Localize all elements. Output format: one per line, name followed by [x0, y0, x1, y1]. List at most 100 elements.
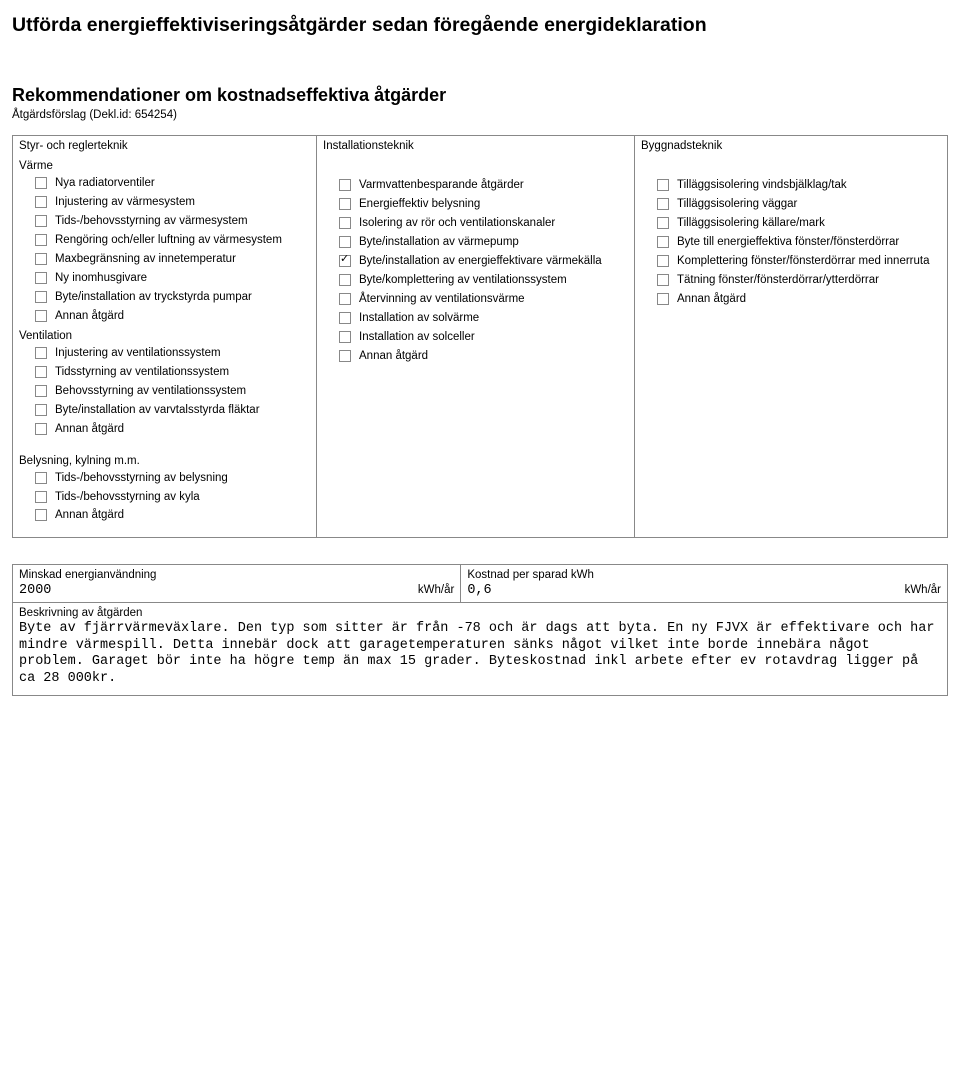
group-varme-items: Nya radiatorventilerInjustering av värme… — [19, 176, 310, 324]
checkbox[interactable] — [657, 179, 669, 191]
checkbox-label: Maxbegränsning av innetemperatur — [55, 252, 236, 267]
checkbox-label: Annan åtgärd — [677, 292, 746, 307]
checkbox[interactable] — [35, 385, 47, 397]
group-heading-varme: Värme — [19, 160, 310, 172]
bottom-summary-box: Minskad energianvändning 2000 kWh/år Kos… — [12, 564, 948, 696]
checkbox-label: Annan åtgärd — [359, 349, 428, 364]
checkbox[interactable] — [339, 179, 351, 191]
checkbox[interactable] — [657, 293, 669, 305]
checkbox[interactable] — [657, 255, 669, 267]
checkbox-item: Byte till energieffektiva fönster/fönste… — [641, 235, 941, 250]
checkbox-label: Ny inomhusgivare — [55, 271, 147, 286]
checkbox-item: Byte/installation av tryckstyrda pumpar — [19, 290, 310, 305]
checkbox-label: Byte/installation av varvtalsstyrda fläk… — [55, 403, 260, 418]
checkbox-item: Varmvattenbesparande åtgärder — [323, 178, 628, 193]
checkbox-item: Tids-/behovsstyrning av kyla — [19, 490, 310, 505]
cell-label: Minskad energianvändning — [19, 569, 454, 581]
checkbox-item: Byte/installation av varvtalsstyrda fläk… — [19, 403, 310, 418]
checkbox[interactable] — [339, 255, 351, 267]
checkbox-item: Rengöring och/eller luftning av värmesys… — [19, 233, 310, 248]
checkbox-label: Byte/komplettering av ventilationssystem — [359, 273, 567, 288]
checkbox-label: Byte/installation av energieffektivare v… — [359, 254, 602, 269]
checkbox[interactable] — [35, 291, 47, 303]
checkbox[interactable] — [657, 274, 669, 286]
group-install-items: Varmvattenbesparande åtgärderEnergieffek… — [323, 178, 628, 363]
checkbox-item: Annan åtgärd — [323, 349, 628, 364]
checkbox-label: Installation av solvärme — [359, 311, 479, 326]
group-heading-ventilation: Ventilation — [19, 330, 310, 342]
group-belysning-items: Tids-/behovsstyrning av belysning Tids-/b… — [19, 471, 310, 524]
checkbox[interactable] — [339, 274, 351, 286]
checkbox-label: Tids-/behovsstyrning av kyla — [55, 490, 200, 505]
checkbox-item: Tids-/behovsstyrning av värmesystem — [19, 214, 310, 229]
checkbox[interactable] — [35, 404, 47, 416]
checkbox-label: Annan åtgärd — [55, 422, 124, 437]
checkbox[interactable] — [657, 198, 669, 210]
checkbox[interactable] — [657, 217, 669, 229]
checkbox[interactable] — [339, 312, 351, 324]
proposal-id-line: Åtgärdsförslag (Dekl.id: 654254) — [12, 109, 948, 121]
value-kostnad: 0,6 — [467, 583, 491, 598]
column-byggnadsteknik: Byggnadsteknik Tilläggsisolering vindsbj… — [635, 135, 948, 538]
description-text: Byte av fjärrvärmeväxlare. Den typ som s… — [19, 621, 941, 687]
checkbox[interactable] — [35, 491, 47, 503]
group-heading-belysning: Belysning, kylning m.m. — [19, 455, 310, 467]
checkbox-item: Komplettering fönster/fönsterdörrar med … — [641, 254, 941, 269]
checkbox[interactable] — [35, 472, 47, 484]
checkbox-item: Tätning fönster/fönsterdörrar/ytterdörra… — [641, 273, 941, 288]
columns-wrapper: Styr- och reglerteknik Värme Nya radiato… — [12, 135, 948, 538]
checkbox[interactable] — [35, 423, 47, 435]
checkbox[interactable] — [35, 177, 47, 189]
checkbox-label: Tilläggsisolering källare/mark — [677, 216, 825, 231]
checkbox-item: Byte/installation av energieffektivare v… — [323, 254, 628, 269]
checkbox[interactable] — [35, 234, 47, 246]
checkbox-label: Tids-/behovsstyrning av värmesystem — [55, 214, 248, 229]
checkbox[interactable] — [339, 217, 351, 229]
checkbox-item: Byte/installation av värmepump — [323, 235, 628, 250]
checkbox[interactable] — [339, 331, 351, 343]
value-minskad: 2000 — [19, 583, 51, 598]
checkbox[interactable] — [339, 236, 351, 248]
checkbox-item: Installation av solvärme — [323, 311, 628, 326]
checkbox-label: Rengöring och/eller luftning av värmesys… — [55, 233, 282, 248]
checkbox-item: Installation av solceller — [323, 330, 628, 345]
checkbox[interactable] — [35, 347, 47, 359]
checkbox-label: Byte till energieffektiva fönster/fönste… — [677, 235, 899, 250]
checkbox-label: Tilläggsisolering väggar — [677, 197, 797, 212]
checkbox-label: Annan åtgärd — [55, 508, 124, 523]
checkbox-item: Behovsstyrning av ventilationssystem — [19, 384, 310, 399]
checkbox[interactable] — [35, 253, 47, 265]
checkbox-item: Återvinning av ventilationsvärme — [323, 292, 628, 307]
checkbox[interactable] — [35, 310, 47, 322]
checkbox-item: Annan åtgärd — [641, 292, 941, 307]
checkbox-label: Annan åtgärd — [55, 309, 124, 324]
checkbox-label: Tilläggsisolering vindsbjälklag/tak — [677, 178, 847, 193]
checkbox-label: Installation av solceller — [359, 330, 475, 345]
checkbox-label: Återvinning av ventilationsvärme — [359, 292, 525, 307]
column-styr-reglerteknik: Styr- och reglerteknik Värme Nya radiato… — [12, 135, 317, 538]
checkbox[interactable] — [35, 196, 47, 208]
checkbox[interactable] — [339, 350, 351, 362]
checkbox-label: Varmvattenbesparande åtgärder — [359, 178, 524, 193]
group-ventilation-items: Injustering av ventilationssystemTidssty… — [19, 346, 310, 437]
checkbox[interactable] — [35, 215, 47, 227]
cell-label: Kostnad per sparad kWh — [467, 569, 941, 581]
checkbox-item: Maxbegränsning av innetemperatur — [19, 252, 310, 267]
checkbox-item: Ny inomhusgivare — [19, 271, 310, 286]
column-title: Installationsteknik — [323, 140, 628, 152]
checkbox[interactable] — [35, 509, 47, 521]
checkbox[interactable] — [339, 293, 351, 305]
unit-minskad: kWh/år — [418, 584, 454, 596]
checkbox[interactable] — [657, 236, 669, 248]
checkbox[interactable] — [339, 198, 351, 210]
cell-minskad-energi: Minskad energianvändning 2000 kWh/år — [13, 565, 461, 602]
checkbox-label: Behovsstyrning av ventilationssystem — [55, 384, 246, 399]
checkbox-label: Injustering av värmesystem — [55, 195, 195, 210]
checkbox[interactable] — [35, 366, 47, 378]
checkbox-item: Tids-/behovsstyrning av belysning — [19, 471, 310, 486]
checkbox-item: Injustering av värmesystem — [19, 195, 310, 210]
checkbox-item: Annan åtgärd — [19, 422, 310, 437]
checkbox-label: Isolering av rör och ventilationskanaler — [359, 216, 555, 231]
checkbox[interactable] — [35, 272, 47, 284]
checkbox-label: Byte/installation av tryckstyrda pumpar — [55, 290, 252, 305]
